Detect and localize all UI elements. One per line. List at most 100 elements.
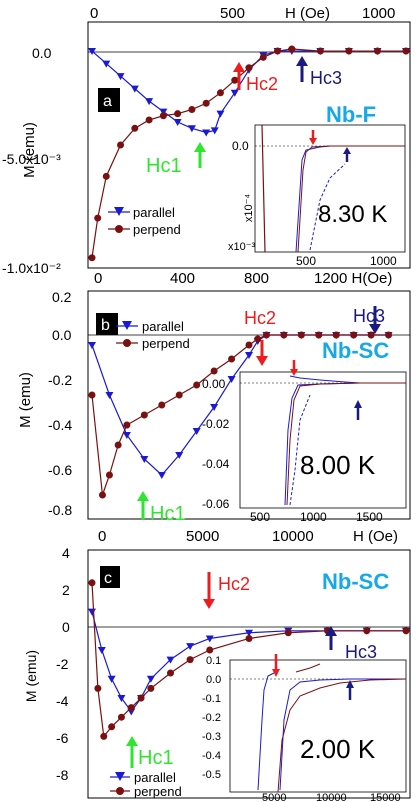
panel-c-temperature: 2.00 K	[300, 734, 376, 764]
panel-b-y-tick: -0.8	[48, 502, 72, 518]
panel-b-inset-y-tick: -0.06	[202, 497, 230, 511]
panel-c-letter: c	[104, 570, 112, 587]
data-point-perpend	[373, 47, 381, 55]
panel-a-inset-x-tick: 1000	[370, 254, 397, 268]
data-point-perpend	[147, 684, 155, 692]
panel-c-y-tick: -4	[56, 693, 69, 709]
data-point-parallel	[192, 428, 201, 435]
panel-c-inset-y-tick: -0.5	[202, 769, 221, 781]
panel-a-bottom-tick: 400	[170, 270, 195, 287]
data-point-parallel	[205, 635, 214, 643]
panel-b-inset-y-tick: 0.00	[202, 377, 226, 391]
data-point-parallel	[210, 404, 219, 411]
data-point-perpend	[284, 629, 292, 637]
panel-c-y-tick: 0	[62, 619, 70, 635]
data-point-perpend	[98, 491, 106, 499]
panel-c-inset-y-tick: -0.2	[202, 712, 221, 724]
panel-b-material: Nb-SC	[322, 338, 389, 363]
panel-c-top-tick: 10000	[272, 528, 314, 545]
panel-a-bottom-tick: 1200 H(Oe)	[314, 270, 392, 287]
panel-a-inset-y-tick: x10⁻⁴	[243, 194, 255, 223]
data-point-perpend	[402, 47, 410, 55]
panel-a-hc1-arrowhead	[194, 142, 206, 152]
panel-a-inset: 0.0 x10⁻⁴ x10⁻³ 500 1000 8.30 K	[228, 124, 406, 268]
data-point-perpend	[288, 45, 296, 53]
panel-b-inset-x-tick: 1000	[300, 510, 327, 524]
panel-c-letter-box	[100, 566, 120, 588]
data-point-perpend	[105, 471, 113, 479]
data-point-parallel	[107, 675, 116, 683]
legend-marker-perpend	[116, 787, 124, 795]
panel-c-frame	[87, 549, 411, 799]
panel-c-y-tick: -2	[56, 656, 69, 672]
data-point-perpend	[245, 341, 253, 349]
data-point-parallel	[230, 89, 239, 97]
data-point-parallel	[97, 647, 106, 654]
data-point-parallel	[210, 127, 219, 135]
data-point-parallel	[130, 85, 139, 93]
panel-c-y-axis-label: M (emu)	[23, 650, 39, 702]
data-point-perpend	[262, 331, 270, 339]
data-point-perpend	[117, 713, 125, 721]
data-point-parallel	[227, 376, 236, 383]
panel-c-inset-y-tick: 0.0	[206, 674, 221, 686]
data-point-perpend	[167, 669, 174, 677]
panel-b-frame	[87, 290, 411, 520]
data-point-perpend	[193, 381, 201, 389]
panel-b-inset: 0.00 -0.02 -0.04 -0.06 500 1000 1500 8.0…	[202, 360, 407, 524]
data-point-parallel	[202, 129, 211, 137]
data-point-perpend	[175, 391, 183, 399]
data-point-parallel	[173, 119, 182, 127]
data-point-perpend	[140, 411, 148, 419]
data-point-perpend	[100, 732, 108, 740]
data-point-perpend	[245, 64, 253, 72]
data-point-perpend	[88, 579, 96, 587]
data-point-perpend	[332, 331, 340, 339]
panel-b-temperature: 8.00 K	[300, 450, 376, 480]
data-point-parallel	[186, 643, 195, 651]
panel-a-material: Nb-F	[326, 102, 376, 127]
panel-c: 4 2 0 -2 -4 -6 -8 M (emu) c Nb-SC Hc1 Hc…	[23, 545, 411, 802]
panel-c-y-tick: -6	[56, 730, 69, 746]
data-point-parallel	[245, 629, 253, 637]
data-point-parallel	[216, 110, 225, 118]
data-point-parallel	[140, 456, 149, 463]
panel-c-hc3-label: Hc3	[345, 642, 377, 662]
panel-a-hc3-label: Hc3	[310, 68, 342, 88]
data-point-perpend	[297, 331, 305, 339]
panel-b-y-tick: 0.2	[52, 289, 72, 305]
legend-marker-parallel	[114, 207, 124, 216]
data-point-perpend	[145, 116, 153, 124]
data-point-perpend	[114, 441, 122, 449]
panel-b-inset-y-tick: -0.04	[202, 457, 230, 471]
legend-marker-perpend	[123, 339, 131, 347]
panel-c-hc1-label: Hc1	[138, 747, 174, 769]
data-point-perpend	[259, 53, 267, 61]
legend-marker-parallel	[122, 321, 132, 330]
panel-a-top-tick: 500	[220, 5, 245, 22]
panel-b-y-tick: 0.0	[52, 327, 72, 343]
data-point-perpend	[315, 331, 323, 339]
data-point-perpend	[108, 723, 116, 731]
data-point-perpend	[158, 401, 166, 409]
panel-a-top-tick: 0	[90, 5, 98, 22]
data-point-perpend	[174, 110, 182, 118]
data-point-perpend	[94, 214, 102, 222]
panel-a-inset-y-tick: x10⁻³	[228, 241, 256, 253]
panel-c-material: Nb-SC	[322, 569, 389, 594]
legend-label-perpend: perpend	[134, 784, 182, 799]
panel-b-inset-y-tick: -0.02	[202, 417, 230, 431]
panel-c-y-tick: 2	[62, 582, 70, 598]
panel-c-top-tick: 0	[98, 528, 106, 545]
data-point-perpend	[123, 421, 131, 429]
legend-marker-perpend	[115, 225, 123, 233]
panel-c-y-tick: -8	[56, 767, 69, 783]
data-point-perpend	[88, 391, 96, 399]
data-point-parallel	[88, 342, 96, 349]
panel-a-inset-y-tick: 0.0	[232, 139, 249, 153]
panel-a-bottom-tick: 800	[244, 270, 269, 287]
legend-label-parallel: parallel	[142, 319, 184, 334]
data-point-perpend	[117, 141, 125, 149]
data-point-parallel	[157, 472, 166, 479]
data-point-perpend	[316, 47, 324, 55]
